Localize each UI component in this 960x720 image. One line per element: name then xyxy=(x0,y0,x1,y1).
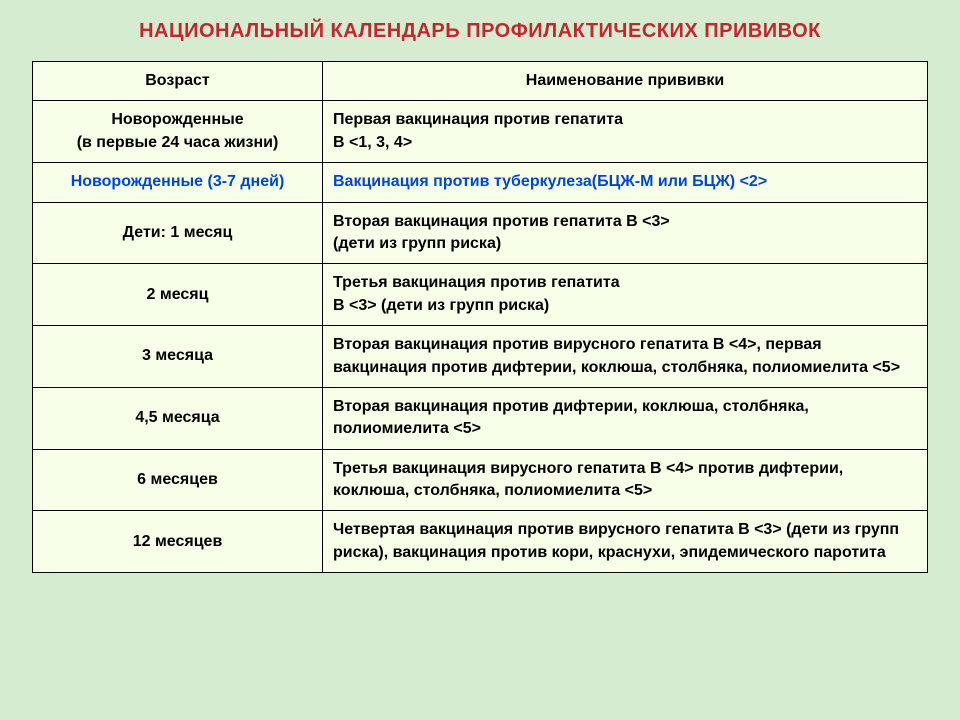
table-row: Дети: 1 месяцВторая вакцинация против ге… xyxy=(33,202,928,264)
table-row: Новорожденные(в первые 24 часа жизни)Пер… xyxy=(33,101,928,163)
cell-vaccine: Третья вакцинация против гепатитаВ <3> (… xyxy=(323,264,928,326)
cell-vaccine: Вторая вакцинация против гепатита В <3> … xyxy=(323,202,928,264)
cell-age: 3 месяца xyxy=(33,326,323,388)
col-header-age: Возраст xyxy=(33,62,323,101)
table-row: 2 месяцТретья вакцинация против гепатита… xyxy=(33,264,928,326)
cell-vaccine: Четвертая вакцинация против вирусного ге… xyxy=(323,511,928,573)
vaccination-schedule-table: Возраст Наименование прививки Новорожден… xyxy=(32,61,928,573)
cell-age: 6 месяцев xyxy=(33,449,323,511)
cell-age: Дети: 1 месяц xyxy=(33,202,323,264)
cell-age: 12 месяцев xyxy=(33,511,323,573)
page-title: НАЦИОНАЛЬНЫЙ КАЛЕНДАРЬ ПРОФИЛАКТИЧЕСКИХ … xyxy=(32,20,928,43)
col-header-vaccine: Наименование прививки xyxy=(323,62,928,101)
cell-age: 4,5 месяца xyxy=(33,387,323,449)
cell-age: 2 месяц xyxy=(33,264,323,326)
cell-age: Новорожденные (3-7 дней) xyxy=(33,163,323,202)
table-row: Новорожденные (3-7 дней)Вакцинация проти… xyxy=(33,163,928,202)
cell-vaccine: Вторая вакцинация против дифтерии, коклю… xyxy=(323,387,928,449)
cell-vaccine: Вакцинация против туберкулеза(БЦЖ-М или … xyxy=(323,163,928,202)
table-row: 12 месяцевЧетвертая вакцинация против ви… xyxy=(33,511,928,573)
cell-age: Новорожденные(в первые 24 часа жизни) xyxy=(33,101,323,163)
cell-vaccine: Вторая вакцинация против вирусного гепат… xyxy=(323,326,928,388)
table-row: 4,5 месяцаВторая вакцинация против дифте… xyxy=(33,387,928,449)
cell-vaccine: Третья вакцинация вирусного гепатита В <… xyxy=(323,449,928,511)
table-row: 3 месяцаВторая вакцинация против вирусно… xyxy=(33,326,928,388)
cell-vaccine: Первая вакцинация против гепатитаВ <1, 3… xyxy=(323,101,928,163)
table-row: 6 месяцевТретья вакцинация вирусного геп… xyxy=(33,449,928,511)
